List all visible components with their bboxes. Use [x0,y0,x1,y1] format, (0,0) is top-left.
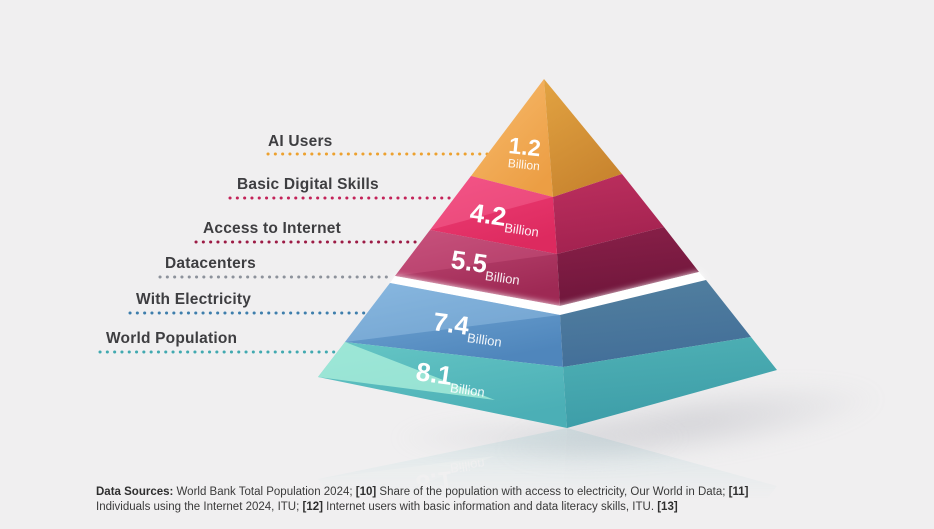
label-datacenters: Datacenters [165,255,256,272]
value-number: 1.2 [507,132,542,161]
footnote-ref: [13] [657,501,678,514]
value-unit: Billion [466,330,502,350]
layer-basic-digital-skills-left [430,176,557,254]
layer-access-to-internet-left [395,230,560,306]
label-world-population: World Population [106,330,238,347]
value-basic-digital-skills: 4.2 Billion [468,197,540,240]
footnote-segment: World Bank Total Population 2024; [173,486,356,498]
value-number: 4.2 [468,197,508,232]
label-basic-digital-skills: Basic Digital Skills [237,176,379,193]
footnote-ref: [10] [355,486,377,498]
value-unit: Billion [507,156,540,173]
value-access-to-internet: 5.5 Billion [449,244,521,288]
pyramid: 1.2 Billion 4.2 Billion 5.5 Billion 7.4 … [318,79,777,428]
layer-access-to-internet-right [557,227,699,306]
label-ai-users: AI Users [268,133,333,150]
layer-with-electricity-right [560,280,751,367]
value-world-population: 8.1 Billion [414,356,486,400]
value-number: 5.5 [449,244,489,279]
value-unit: Billion [449,380,485,400]
footnote-segment: Share of the population with access to e… [376,486,729,498]
layer-ai-users-left [471,79,553,197]
footnote-segment: Individuals using the Internet 2024, ITU… [96,501,303,514]
layer-basic-digital-skills-facet [430,176,553,230]
layer-basic-digital-skills-right [553,174,664,254]
label-with-electricity: With Electricity [136,291,252,308]
value-number: 7.4 [431,306,472,341]
layer-world-population-right [563,337,777,428]
value-ai-users: 1.2 Billion [507,132,542,173]
value-unit: Billion [503,220,539,240]
layer-world-population-facet [318,342,495,400]
layer-ai-users-right [544,79,622,197]
layer-with-electricity-facet [345,283,560,342]
footnote-segment: Data Sources: [96,486,174,498]
layer-with-electricity-left [345,283,563,367]
value-unit: Billion [484,268,520,288]
label-access-to-internet: Access to Internet [203,220,341,237]
data-sources-footnote: Data Sources: World Bank Total Populatio… [96,485,796,515]
footnote-segment: Internet users with basic information an… [322,501,658,514]
value-number: 8.1 [414,356,454,391]
footnote-ref: [11] [728,486,749,498]
footnote-ref: [12] [302,501,323,514]
layer-datacenters-band [390,272,706,315]
layer-access-to-internet-facet [395,230,557,276]
value-with-electricity: 7.4 Billion [431,306,503,350]
